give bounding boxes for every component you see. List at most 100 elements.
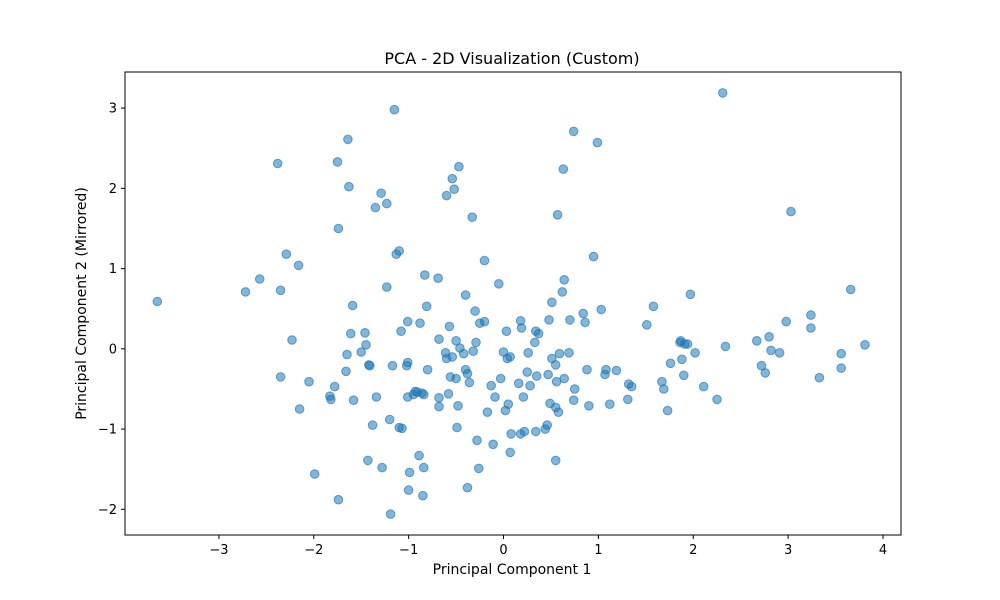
- data-point-176: [685, 289, 696, 300]
- data-point-27: [361, 340, 371, 350]
- data-point-63: [421, 301, 432, 312]
- data-point-92: [470, 306, 480, 316]
- data-point-0: [152, 296, 163, 307]
- data-point-10: [304, 376, 314, 387]
- y-tick-label: 1: [109, 262, 117, 277]
- x-tick-label: 4: [879, 543, 887, 558]
- data-point-191: [806, 323, 816, 333]
- data-point-163: [626, 381, 637, 392]
- data-point-67: [434, 401, 444, 412]
- data-point-78: [451, 373, 461, 384]
- y-tick-label: 2: [109, 182, 117, 197]
- data-point-6: [281, 249, 292, 259]
- data-point-109: [503, 399, 514, 410]
- data-point-140: [554, 348, 565, 359]
- data-point-77: [449, 184, 460, 194]
- data-point-24: [348, 395, 359, 406]
- data-point-126: [533, 328, 544, 339]
- data-point-7: [287, 335, 297, 345]
- data-point-101: [488, 439, 498, 450]
- data-point-122: [530, 337, 540, 348]
- data-point-149: [569, 384, 580, 394]
- data-point-152: [582, 364, 592, 375]
- data-point-84: [458, 348, 469, 359]
- data-point-51: [403, 485, 414, 495]
- data-point-121: [525, 380, 535, 391]
- data-point-48: [402, 357, 413, 368]
- data-point-32: [370, 202, 381, 213]
- data-point-95: [474, 463, 484, 474]
- data-point-141: [557, 287, 568, 297]
- data-point-11: [309, 469, 320, 479]
- data-point-16: [333, 223, 344, 234]
- data-point-173: [679, 370, 689, 381]
- data-point-120: [523, 348, 534, 358]
- data-point-145: [564, 348, 574, 358]
- data-point-52: [404, 467, 415, 478]
- x-axis-label: Principal Component 1: [433, 562, 592, 578]
- data-point-9: [294, 404, 305, 414]
- data-point-143: [559, 373, 570, 384]
- x-tick-label: 1: [594, 543, 602, 558]
- data-point-76: [447, 173, 458, 184]
- data-point-14: [329, 381, 340, 392]
- data-point-37: [382, 282, 392, 292]
- data-point-104: [495, 373, 506, 384]
- data-point-153: [584, 401, 594, 411]
- y-axis-label: Principal Component 2 (Mirrored): [74, 187, 90, 420]
- data-point-2: [254, 274, 265, 284]
- y-tick-label: 0: [109, 342, 117, 357]
- data-point-34: [376, 188, 386, 198]
- data-point-21: [344, 181, 354, 192]
- data-point-159: [605, 399, 615, 410]
- data-point-132: [547, 297, 557, 308]
- data-point-130: [544, 315, 554, 325]
- data-point-161: [623, 394, 633, 405]
- data-point-36: [382, 198, 392, 209]
- data-point-177: [690, 348, 700, 358]
- data-point-146: [565, 315, 575, 325]
- data-point-144: [559, 275, 570, 285]
- data-point-181: [720, 341, 731, 352]
- data-point-57: [415, 318, 425, 329]
- data-point-99: [482, 407, 493, 418]
- data-point-196: [860, 340, 870, 350]
- data-point-123: [531, 426, 541, 437]
- data-point-182: [752, 336, 762, 346]
- data-point-189: [786, 206, 796, 217]
- data-point-39: [385, 509, 396, 519]
- data-point-26: [360, 328, 370, 338]
- data-point-192: [814, 372, 825, 383]
- data-point-107: [501, 326, 512, 337]
- data-point-71: [441, 190, 452, 201]
- data-point-116: [516, 323, 527, 333]
- data-point-72: [443, 389, 454, 399]
- data-point-165: [648, 301, 659, 312]
- data-point-125: [531, 371, 542, 381]
- data-point-169: [665, 358, 676, 369]
- data-point-18: [341, 366, 351, 377]
- data-point-38: [384, 414, 395, 425]
- data-point-147: [568, 126, 579, 137]
- data-point-68: [434, 334, 444, 345]
- data-point-59: [418, 490, 428, 501]
- data-point-167: [659, 384, 669, 394]
- data-point-186: [766, 345, 776, 356]
- data-point-193: [836, 348, 847, 359]
- data-point-117: [518, 392, 529, 402]
- data-point-150: [578, 308, 589, 319]
- y-tick-label: −1: [98, 423, 117, 438]
- data-point-88: [462, 482, 473, 493]
- data-point-112: [506, 429, 516, 439]
- data-point-110: [505, 447, 516, 458]
- data-point-119: [522, 367, 533, 377]
- data-point-22: [346, 328, 356, 339]
- data-point-90: [467, 212, 478, 222]
- data-point-66: [434, 393, 444, 403]
- x-tick-label: 0: [499, 543, 507, 558]
- data-point-138: [552, 210, 563, 220]
- data-point-40: [387, 360, 398, 371]
- data-point-20: [343, 134, 353, 145]
- data-point-155: [592, 137, 603, 148]
